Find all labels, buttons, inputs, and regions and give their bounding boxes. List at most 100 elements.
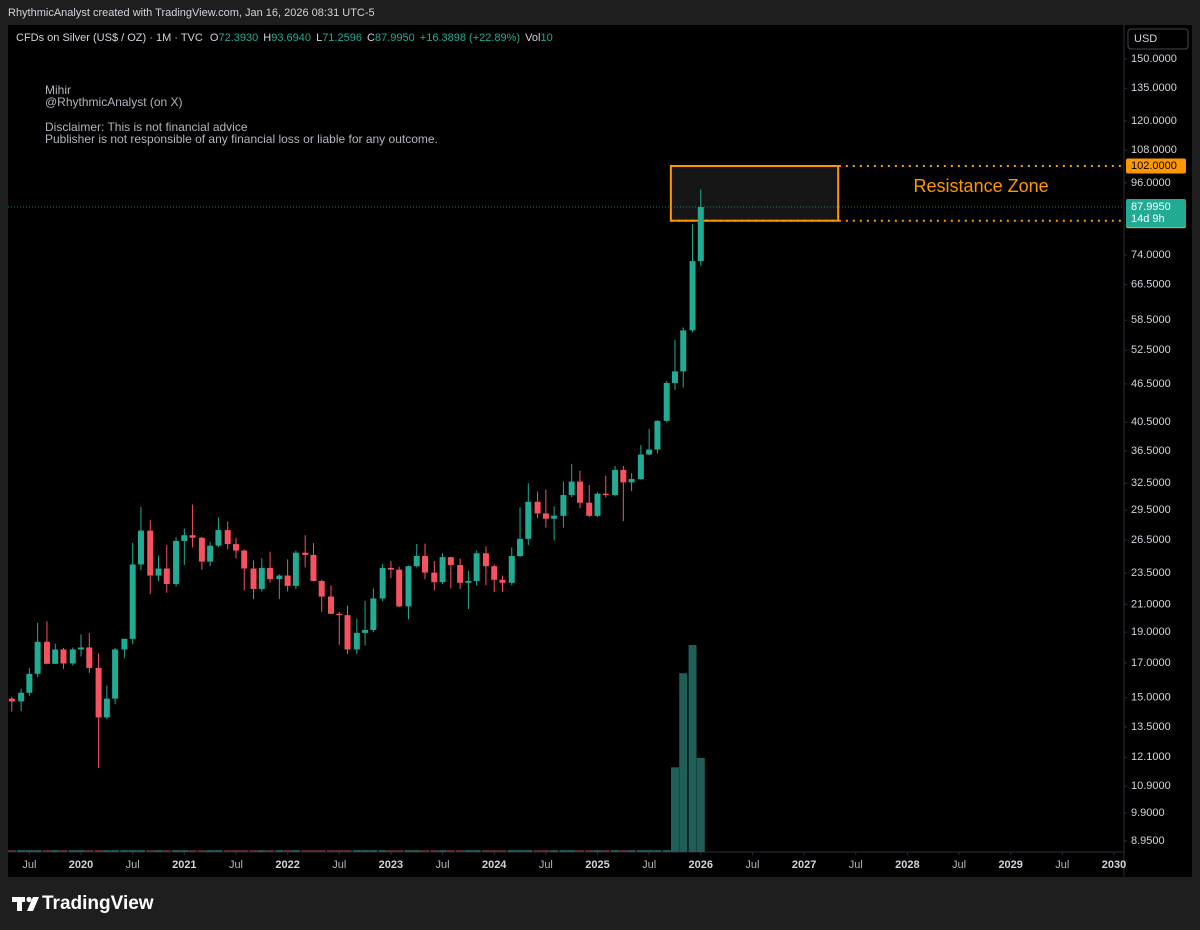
currency-box: [1127, 28, 1189, 50]
y-tick-label: 36.5000: [1131, 445, 1171, 457]
volume-bar: [593, 850, 602, 852]
x-tick-label: Jul: [745, 859, 759, 871]
attribution: RhythmicAnalyst created with TradingView…: [8, 7, 375, 19]
candle-body: [318, 580, 325, 597]
candle-body: [284, 575, 291, 586]
y-tick-label: 32.5000: [1131, 477, 1171, 489]
candle-body: [137, 530, 144, 565]
candle-body: [413, 556, 420, 567]
candle-body: [637, 454, 644, 480]
volume-bar: [627, 850, 636, 852]
candle-body: [129, 564, 136, 639]
legend-value: 71.2596: [322, 32, 362, 44]
volume-bar: [559, 850, 568, 852]
volume-bar: [283, 850, 292, 852]
y-tick-label: 17.0000: [1131, 657, 1171, 669]
x-tick-label: 2026: [689, 859, 713, 871]
y-tick-label: 46.5000: [1131, 378, 1171, 390]
zone-price-box: [1126, 158, 1186, 174]
volume-bar: [317, 850, 326, 852]
candle-body: [232, 544, 239, 551]
volume-bar: [541, 850, 550, 852]
x-tick-label: Jul: [126, 859, 140, 871]
volume-bar: [369, 850, 378, 852]
candle-body: [292, 552, 299, 586]
volume-bar: [696, 757, 705, 852]
y-tick-label: 74.0000: [1131, 249, 1171, 261]
volume-bar: [223, 850, 232, 852]
volume-bar: [162, 850, 171, 852]
candle-body: [69, 649, 76, 664]
y-tick-label: 150.0000: [1131, 53, 1177, 65]
x-tick-label: Jul: [952, 859, 966, 871]
x-tick-label: 2028: [895, 859, 919, 871]
x-tick-label: Jul: [1055, 859, 1069, 871]
volume-bar: [575, 850, 584, 852]
volume-bar: [636, 850, 645, 852]
candle-body: [663, 383, 670, 421]
volume-bar: [301, 850, 310, 852]
x-tick-label: Jul: [22, 859, 36, 871]
x-tick-label: 2029: [998, 859, 1022, 871]
candle-body: [276, 575, 283, 580]
volume-bar: [136, 850, 145, 852]
legend-key: C: [367, 32, 375, 44]
volume-bar: [378, 850, 387, 852]
volume-bar: [430, 850, 439, 852]
x-tick-label: 2025: [585, 859, 609, 871]
zone-price-label: 102.0000: [1131, 160, 1177, 172]
volume-bar: [214, 850, 223, 852]
volume-bar: [42, 850, 51, 852]
y-tick-label: 13.5000: [1131, 721, 1171, 733]
watermark: TradingView: [42, 893, 154, 914]
candle-body: [103, 698, 110, 718]
volume-bar: [343, 850, 352, 852]
candle-body: [439, 557, 446, 583]
candle-body: [18, 692, 25, 702]
candle-body: [250, 568, 257, 589]
volume-bar: [601, 850, 610, 852]
x-tick-label: Jul: [849, 859, 863, 871]
volume-bar: [361, 850, 370, 852]
candle-body: [551, 515, 558, 519]
countdown: 14d 9h: [1131, 213, 1165, 225]
volume-bar: [446, 850, 455, 852]
currency: USD: [1134, 33, 1157, 45]
candle-body: [517, 538, 524, 557]
y-tick-label: 15.0000: [1131, 692, 1171, 704]
y-tick-label: 66.5000: [1131, 279, 1171, 291]
x-tick-label: 2024: [482, 859, 507, 871]
legend-value: 72.3930: [218, 32, 258, 44]
candle-body: [396, 569, 403, 607]
candle-body: [680, 330, 687, 372]
x-tick-label: 2021: [172, 859, 196, 871]
x-tick-label: 2030: [1102, 859, 1126, 871]
candle-body: [310, 554, 317, 581]
candle-body: [198, 537, 205, 562]
volume-bar: [481, 850, 490, 852]
candle-body: [560, 495, 567, 516]
volume-bar: [327, 850, 336, 852]
candle-body: [121, 638, 128, 650]
candle-body: [112, 649, 119, 699]
candle-body: [43, 641, 50, 664]
volume-bar: [257, 850, 266, 852]
candle-body: [267, 567, 274, 580]
volume-bar: [197, 850, 206, 852]
y-tick-label: 58.5000: [1131, 314, 1171, 326]
plot: 8.9500 9.9000 10.9000 12.1000 13.5000 15.0000…: [7, 53, 1186, 871]
volume-bar: [352, 850, 361, 852]
legend-key: Vol: [525, 32, 540, 44]
candle-body: [379, 567, 386, 599]
candle-body: [189, 535, 196, 538]
candle-body: [8, 698, 15, 702]
volume-bar: [249, 850, 258, 852]
candle-body: [60, 649, 67, 664]
volume-bar: [412, 850, 421, 852]
volume-bar: [507, 850, 516, 852]
logo-part: [26, 896, 32, 903]
candle-body: [155, 568, 162, 576]
y-tick-label: 26.5000: [1131, 534, 1171, 546]
candle-body: [525, 501, 532, 539]
